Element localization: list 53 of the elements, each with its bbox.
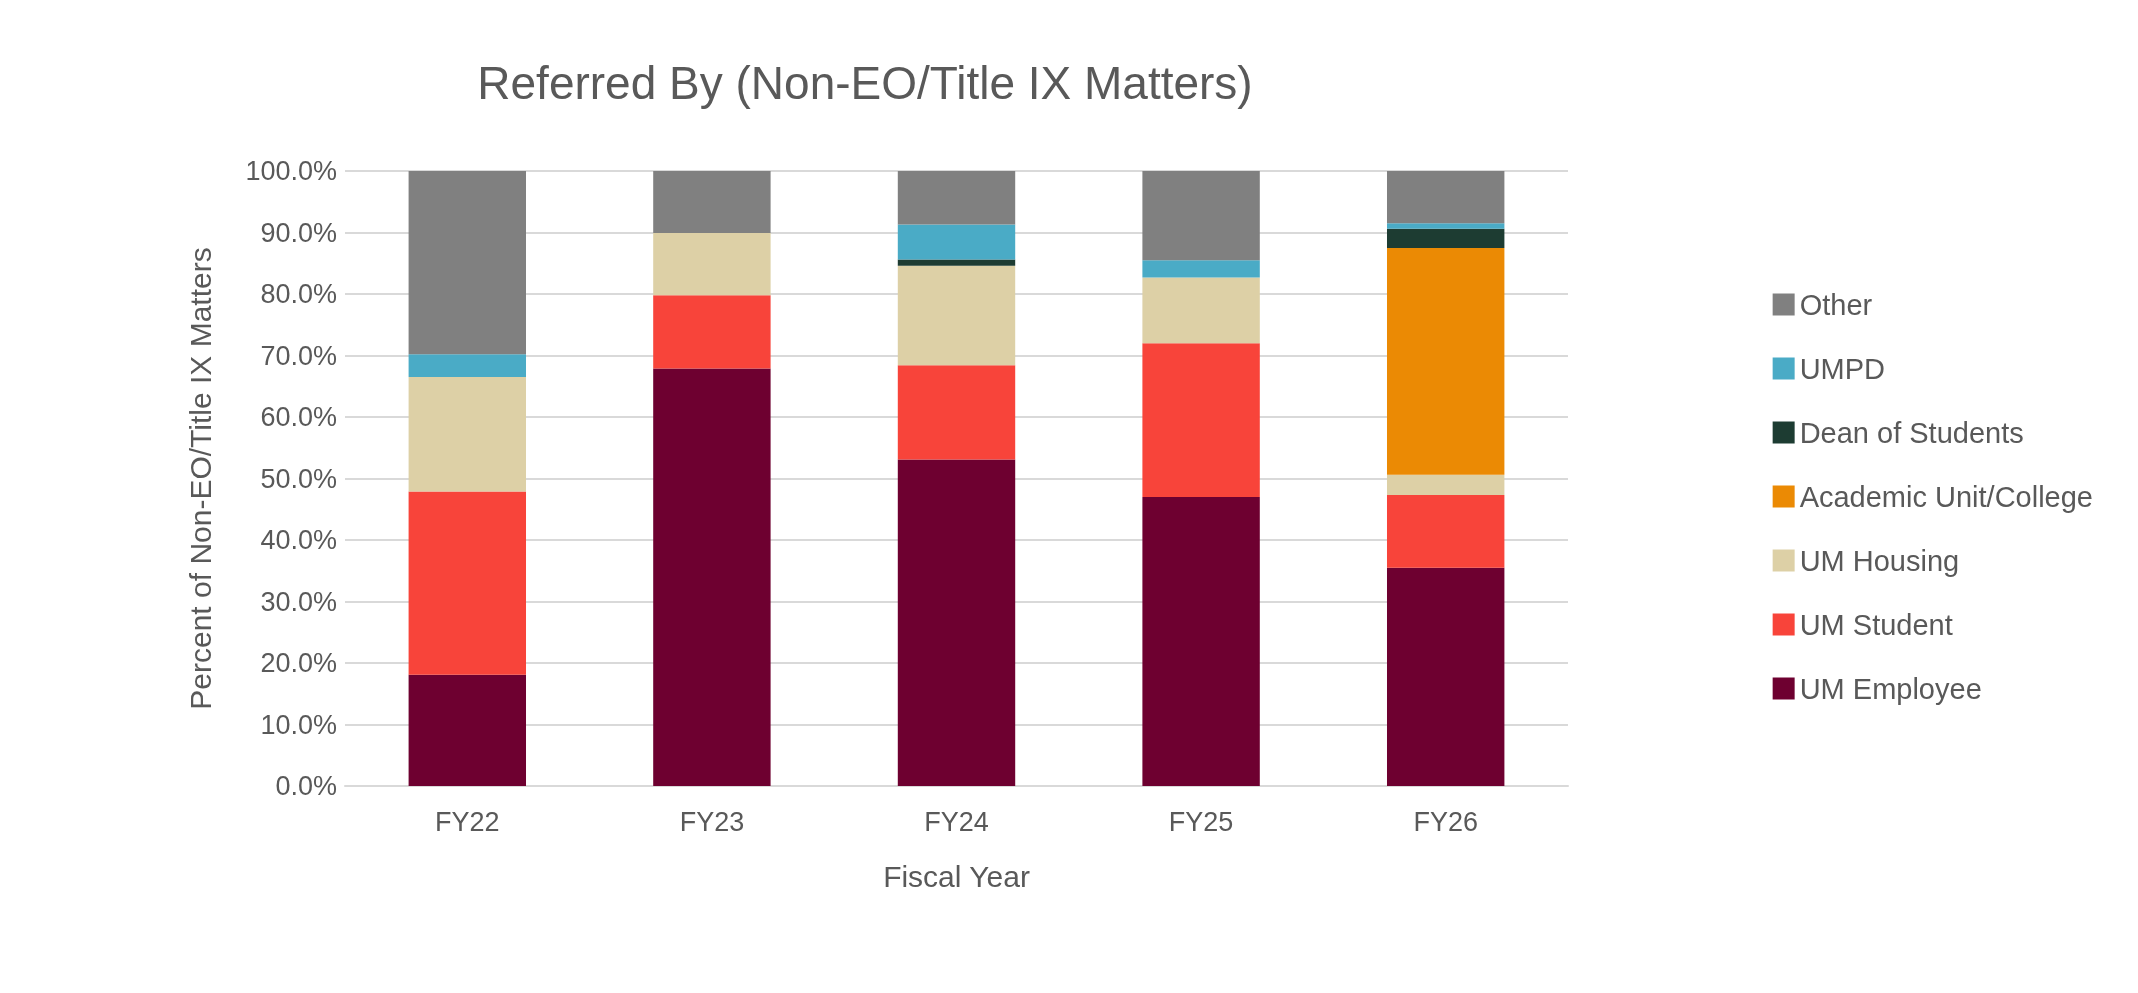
bar — [897, 224, 1016, 260]
legend-label: UM Student — [1799, 608, 1953, 641]
bar — [1142, 496, 1260, 786]
bar — [1142, 260, 1260, 278]
y-tick-label: 20.0% — [260, 648, 337, 678]
bar — [1387, 495, 1505, 568]
bar — [897, 365, 1016, 460]
bar — [1142, 171, 1260, 261]
bar — [1387, 474, 1505, 496]
y-tick-label: 50.0% — [260, 463, 337, 494]
bar — [408, 354, 526, 378]
legend-label: Dean of Students — [1799, 416, 2024, 449]
y-tick-label: 10.0% — [260, 709, 337, 740]
x-tick-label: FY25 — [1168, 806, 1234, 837]
legend-label: UMPD — [1799, 352, 1886, 385]
bar — [1387, 567, 1505, 786]
bar — [408, 377, 526, 492]
y-tick-label: 100.0% — [245, 156, 337, 186]
legend-label: Other — [1799, 288, 1873, 321]
y-tick-label: 80.0% — [260, 279, 337, 309]
bar — [897, 459, 1016, 786]
bar — [1387, 228, 1505, 248]
x-tick-label: FY22 — [435, 806, 500, 837]
y-tick-label: 70.0% — [260, 340, 337, 371]
x-axis-title: Fiscal Year — [883, 859, 1030, 893]
y-tick-label: 40.0% — [260, 525, 337, 555]
bar — [897, 171, 1016, 225]
bar — [1387, 247, 1505, 475]
bar — [1387, 171, 1505, 224]
bar — [408, 491, 526, 675]
y-tick-label: 0.0% — [275, 771, 337, 801]
bar — [408, 171, 526, 355]
legend-label: UM Employee — [1799, 672, 1982, 705]
bar — [897, 265, 1016, 366]
bar — [897, 259, 1016, 266]
bar — [653, 295, 771, 369]
bar — [653, 233, 771, 296]
x-tick-label: FY24 — [924, 806, 989, 837]
bar — [1387, 223, 1505, 229]
y-tick-label: 90.0% — [260, 217, 337, 248]
bar — [653, 368, 771, 786]
bar — [1142, 277, 1260, 344]
bar — [1142, 343, 1260, 497]
y-tick-label: 60.0% — [260, 402, 337, 432]
bar — [653, 171, 771, 234]
chart-title: Referred By (Non-EO/Title IX Matters) — [477, 57, 1253, 109]
bar — [408, 674, 526, 786]
y-axis-title: Percent of Non-EO/Title IX Matters — [183, 247, 217, 710]
legend-label: UM Housing — [1799, 544, 1960, 577]
y-tick-label: 30.0% — [260, 586, 337, 617]
x-tick-label: FY23 — [679, 806, 745, 837]
legend-label: Academic Unit/College — [1799, 480, 2093, 513]
x-tick-label: FY26 — [1413, 806, 1478, 837]
